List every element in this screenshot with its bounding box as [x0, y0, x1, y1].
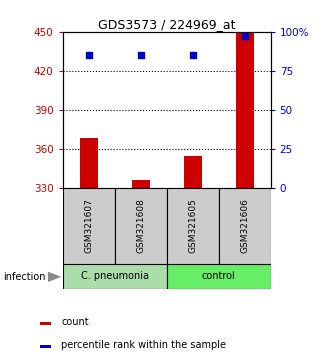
Bar	[167, 188, 218, 264]
Text: count: count	[61, 317, 89, 327]
Point	[242, 33, 247, 39]
Bar	[236, 32, 254, 188]
Point	[190, 52, 195, 58]
Text: GSM321607: GSM321607	[84, 198, 93, 253]
Bar	[167, 264, 271, 289]
Bar	[40, 322, 51, 325]
Text: C. pneumonia: C. pneumonia	[81, 271, 149, 281]
Text: GSM321606: GSM321606	[240, 198, 249, 253]
Bar	[115, 188, 167, 264]
Text: percentile rank within the sample: percentile rank within the sample	[61, 340, 226, 350]
Polygon shape	[48, 272, 61, 282]
Bar	[40, 345, 51, 348]
Bar	[63, 188, 115, 264]
Point	[138, 52, 143, 58]
Bar	[132, 180, 150, 188]
Bar	[183, 156, 202, 188]
Text: GSM321605: GSM321605	[188, 198, 197, 253]
Point	[86, 52, 91, 58]
Bar	[80, 138, 98, 188]
Text: GSM321608: GSM321608	[136, 198, 145, 253]
Bar	[219, 188, 271, 264]
Text: control: control	[202, 271, 236, 281]
Text: infection: infection	[3, 272, 46, 282]
Bar	[63, 264, 167, 289]
Title: GDS3573 / 224969_at: GDS3573 / 224969_at	[98, 18, 235, 31]
